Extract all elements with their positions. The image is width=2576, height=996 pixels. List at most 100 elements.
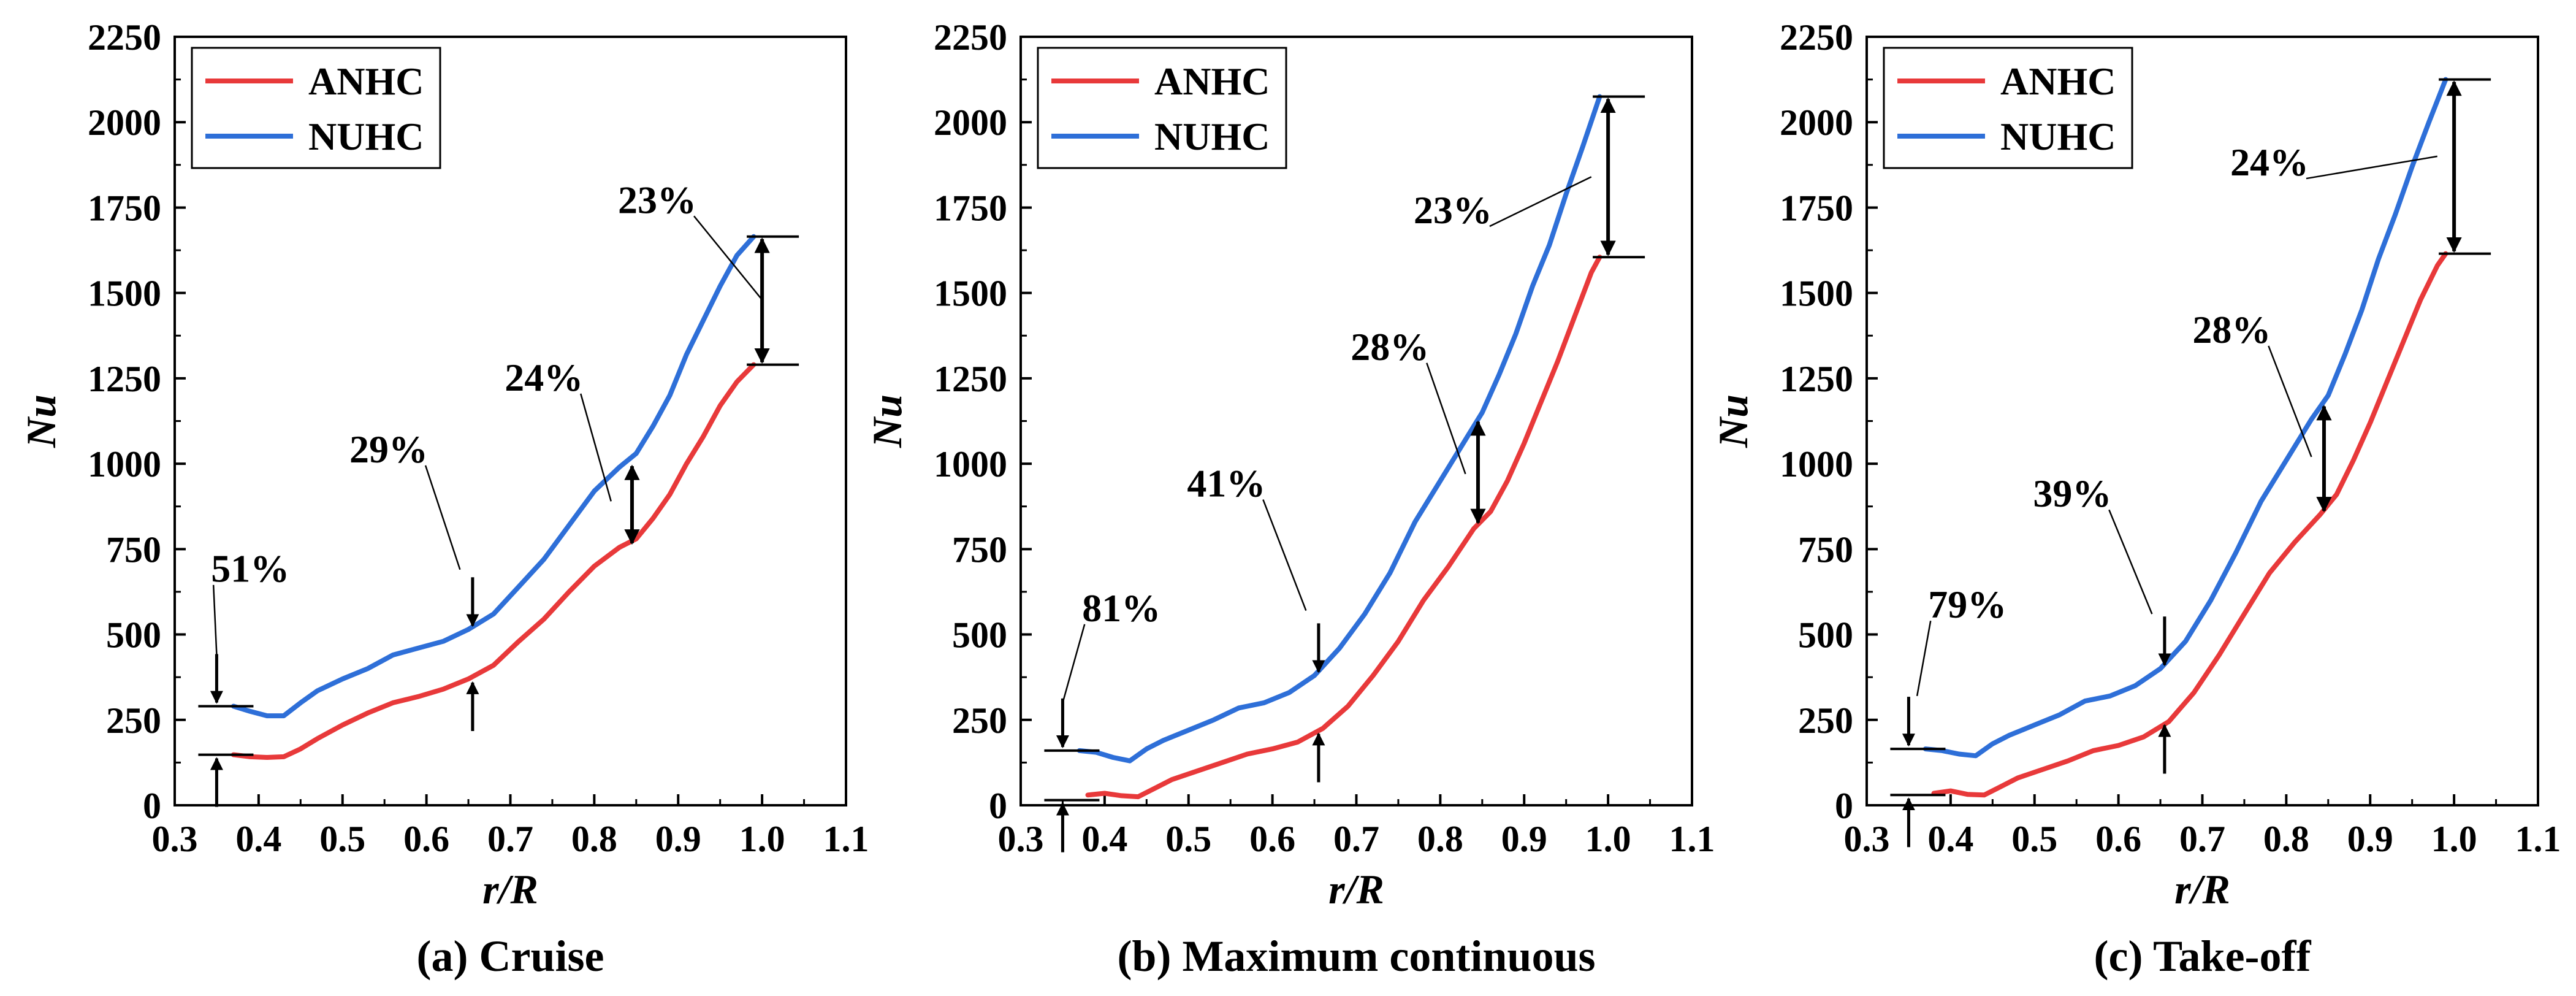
x-tick-label: 1.0	[2431, 819, 2477, 859]
y-tick-label: 1250	[88, 359, 161, 399]
panel-caption: (b) Maximum continuous	[1117, 932, 1595, 981]
annotation-4: 23%	[618, 178, 799, 366]
x-tick-label: 0.6	[2095, 819, 2141, 859]
y-tick-label: 750	[1798, 529, 1853, 570]
x-tick-label: 0.7	[1333, 819, 1379, 859]
panel-caption: (a) Cruise	[417, 932, 604, 981]
x-tick-label: 0.4	[1927, 819, 1973, 859]
x-tick-label: 0.9	[1501, 819, 1547, 859]
x-tick-label: 0.7	[487, 819, 533, 859]
leader-line	[1062, 624, 1086, 703]
y-axis-title: Nu	[864, 394, 910, 448]
legend-label-anhc: ANHC	[2000, 59, 2116, 103]
annotation-1: 81%	[1044, 586, 1160, 852]
x-tick-label: 0.3	[152, 819, 198, 859]
y-tick-label: 2000	[934, 102, 1007, 143]
annotation-label: 79%	[1928, 583, 2006, 626]
y-tick-label: 750	[952, 529, 1007, 570]
x-tick-label: 0.3	[998, 819, 1044, 859]
y-tick-label: 2250	[934, 17, 1007, 58]
y-tick-label: 1500	[934, 274, 1007, 314]
x-tick-label: 0.5	[2011, 819, 2057, 859]
x-tick-label: 1.1	[823, 819, 869, 859]
leader-line	[1426, 362, 1466, 475]
annotation-label: 81%	[1082, 586, 1160, 630]
y-tick-label: 1250	[934, 359, 1007, 399]
x-tick-label: 0.4	[235, 819, 281, 859]
annotation-4: 24%	[2230, 78, 2491, 255]
leader-line	[2306, 155, 2437, 180]
annotation-4: 23%	[1414, 95, 1645, 259]
series-line-nuhc	[1922, 77, 2448, 759]
y-tick-label: 500	[952, 615, 1007, 656]
y-tick-label: 1250	[1780, 359, 1853, 399]
annotation-label: 51%	[211, 547, 289, 591]
y-tick-label: 250	[952, 700, 1007, 741]
y-tick-label: 500	[106, 615, 161, 656]
y-tick-label: 750	[106, 529, 161, 570]
y-tick-label: 0	[989, 786, 1007, 826]
annotation-label: 23%	[618, 178, 696, 221]
y-tick-label: 1500	[88, 274, 161, 314]
annotation-label: 39%	[2033, 472, 2111, 515]
x-tick-label: 0.6	[403, 819, 449, 859]
x-tick-label: 0.8	[571, 819, 617, 859]
annotation-label: 28%	[1351, 325, 1429, 369]
y-tick-label: 2000	[1780, 102, 1853, 143]
y-tick-label: 1000	[1780, 444, 1853, 485]
y-tick-label: 1000	[88, 444, 161, 485]
y-tick-label: 2250	[88, 17, 161, 58]
leader-line	[2108, 509, 2153, 615]
annotation-2: 29%	[349, 427, 479, 731]
series-line-anhc	[231, 362, 756, 760]
series-line-anhc	[1931, 251, 2448, 798]
legend-box	[1883, 47, 2133, 169]
y-tick-label: 1500	[1780, 274, 1853, 314]
leader-line	[693, 215, 763, 301]
x-tick-label: 0.9	[655, 819, 701, 859]
series-line-nuhc	[1077, 94, 1602, 764]
annotation-3: 24%	[505, 356, 640, 545]
x-tick-label: 0.4	[1081, 819, 1127, 859]
leader-line	[1916, 620, 1932, 697]
series-line-nuhc	[231, 234, 756, 719]
leader-line	[580, 393, 612, 502]
annotation-3: 28%	[1351, 325, 1486, 524]
leader-line	[1262, 499, 1307, 611]
annotation-label: 23%	[1414, 188, 1492, 232]
y-tick-label: 1750	[1780, 188, 1853, 228]
x-axis-title: r/R	[1328, 866, 1384, 913]
annotation-1: 79%	[1890, 583, 2006, 848]
leader-line	[424, 465, 461, 570]
x-tick-label: 1.0	[1585, 819, 1631, 859]
y-tick-label: 250	[1798, 700, 1853, 741]
leader-line	[1489, 176, 1592, 228]
legend-label-anhc: ANHC	[308, 59, 424, 103]
legend-label-anhc: ANHC	[1154, 59, 1270, 103]
x-tick-label: 0.7	[2179, 819, 2225, 859]
annotation-label: 24%	[2230, 140, 2309, 184]
x-axis-title: r/R	[482, 866, 538, 913]
y-tick-label: 500	[1798, 615, 1853, 656]
leader-line	[212, 584, 218, 656]
x-tick-label: 0.6	[1249, 819, 1295, 859]
x-axis-title: r/R	[2174, 866, 2230, 913]
annotation-label: 28%	[2192, 308, 2271, 351]
x-tick-label: 0.9	[2347, 819, 2393, 859]
x-tick-label: 0.5	[1165, 819, 1211, 859]
annotation-label: 24%	[505, 356, 583, 399]
y-tick-label: 0	[143, 786, 161, 826]
y-tick-label: 2000	[88, 102, 161, 143]
x-tick-label: 1.0	[739, 819, 785, 859]
annotation-2: 41%	[1187, 462, 1325, 783]
annotation-3: 28%	[2192, 308, 2332, 513]
annotation-1: 51%	[198, 547, 289, 807]
x-tick-label: 1.1	[1669, 819, 1715, 859]
series-line-anhc	[1085, 255, 1602, 800]
legend-box	[191, 47, 441, 169]
x-tick-label: 0.8	[1417, 819, 1463, 859]
y-axis-title: Nu	[18, 394, 64, 448]
annotation-label: 41%	[1187, 462, 1265, 505]
chart-panel-1: 0.3 0.4 0.5 0.6 0.7 0.8 0.9 1.0 1.1 0 250 500 750 100…	[18, 17, 869, 981]
